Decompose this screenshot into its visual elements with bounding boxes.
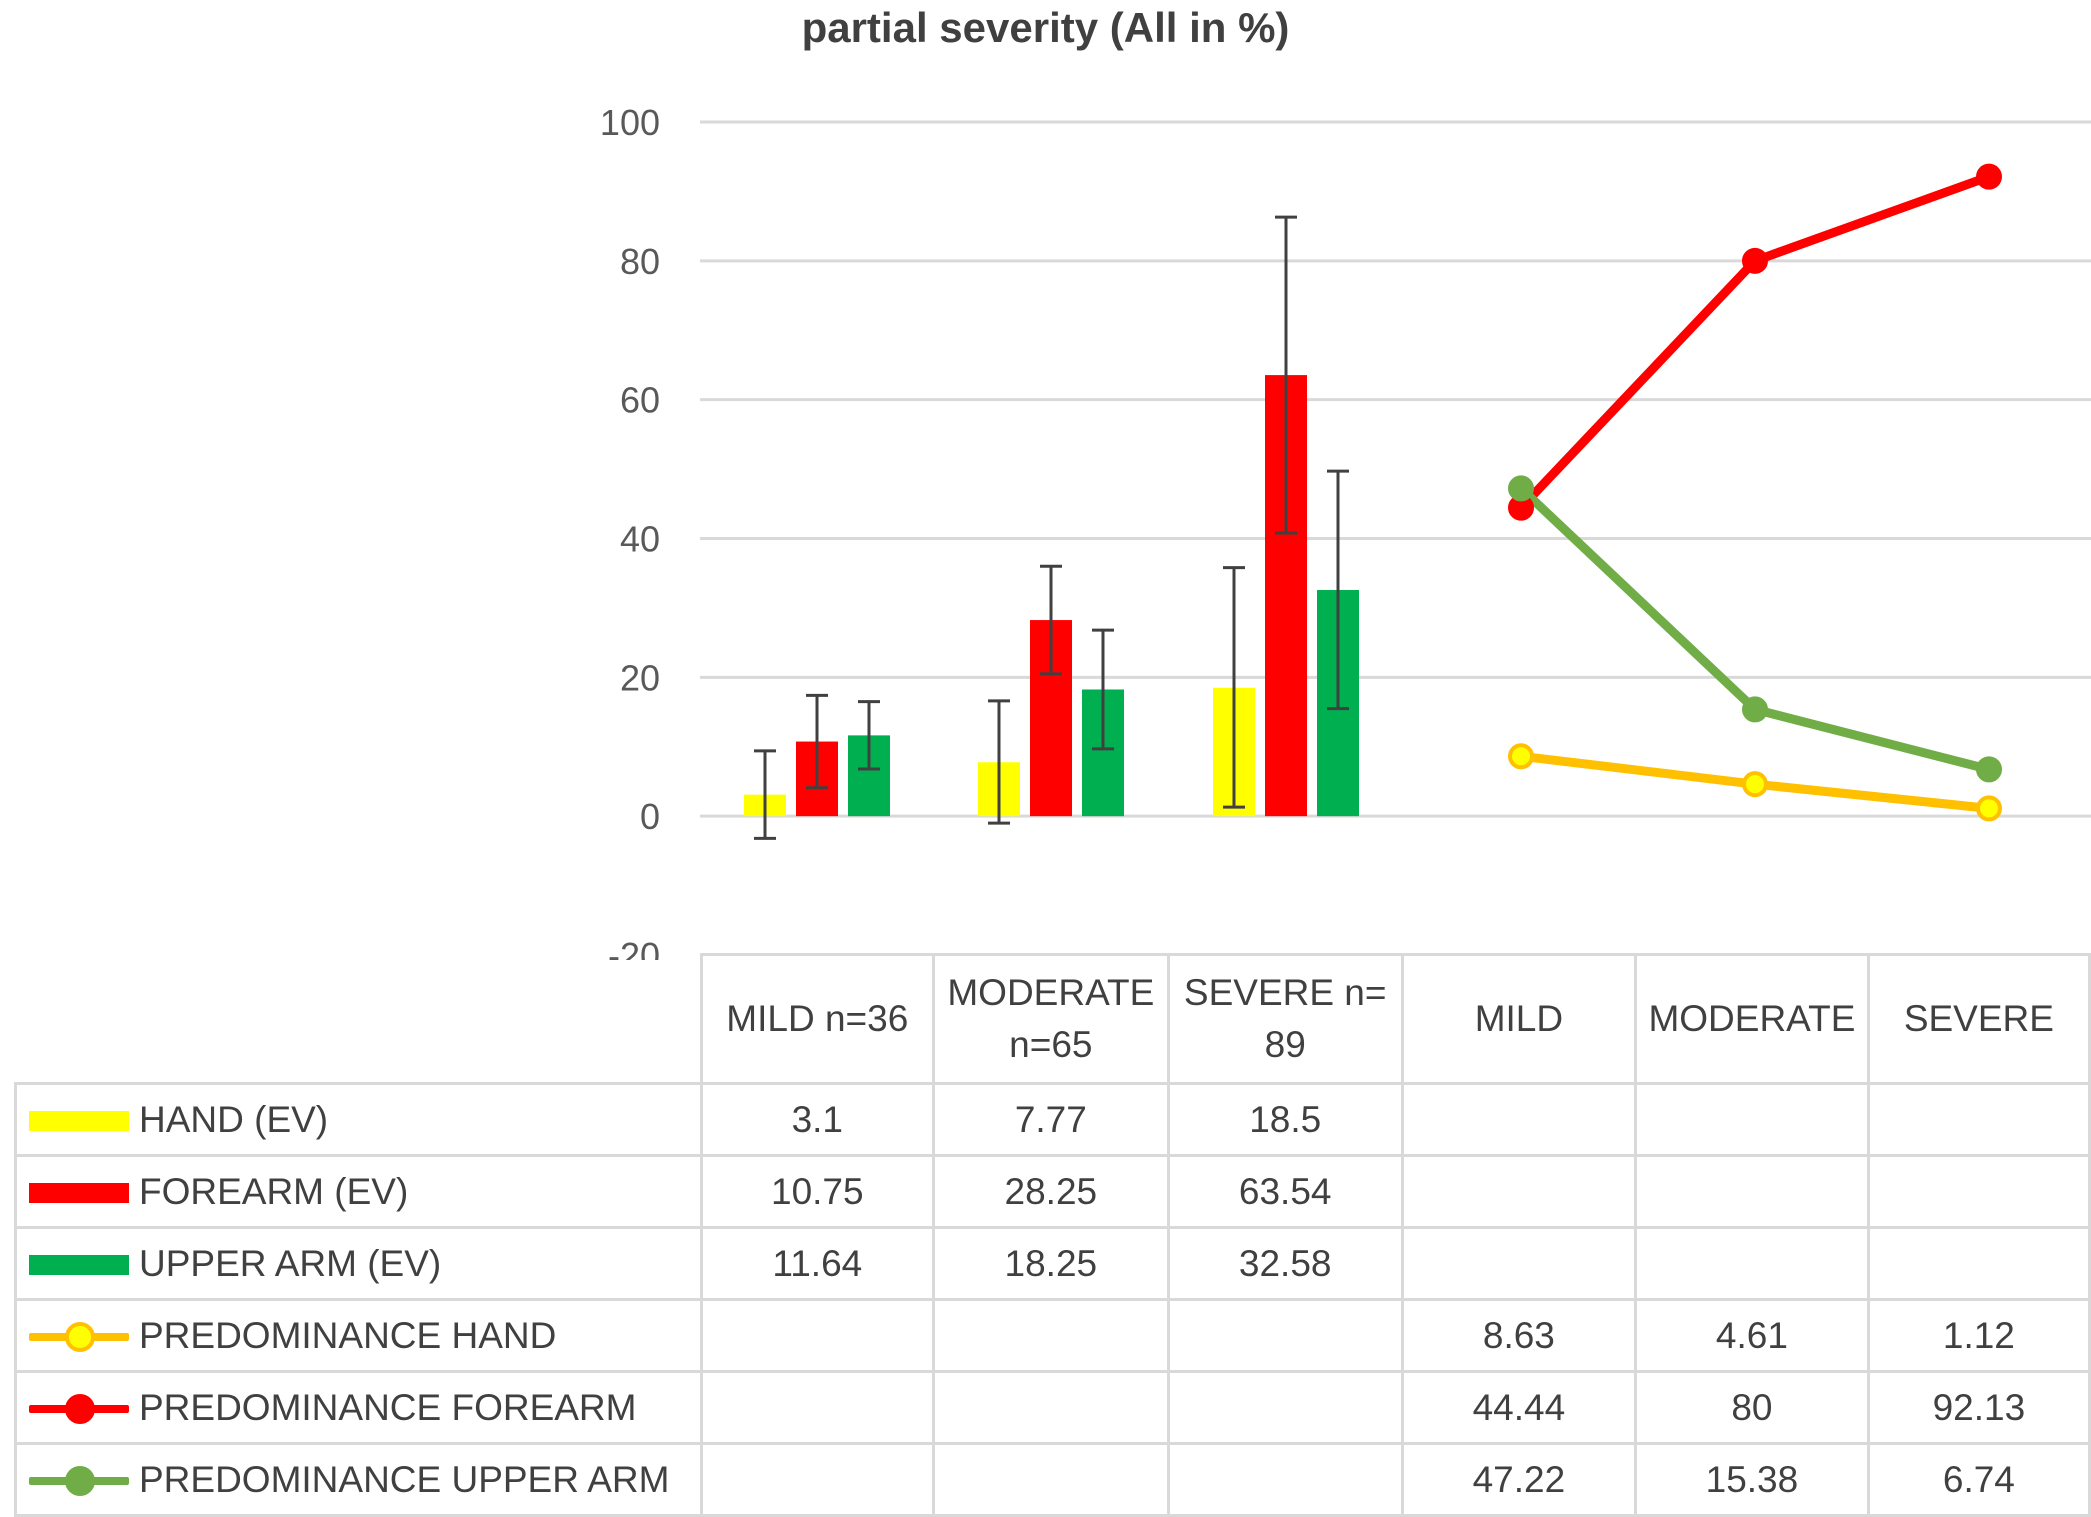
category-header: SEVERE — [1866, 953, 2091, 1085]
y-tick-label: 80 — [620, 241, 660, 282]
line-point — [1976, 163, 2002, 190]
value-cell — [1634, 1082, 1870, 1157]
line-point — [1742, 247, 1768, 274]
series-name: FOREARM (EV) — [139, 1171, 409, 1213]
value-cell — [699, 1442, 935, 1517]
value-cell: 15.38 — [1634, 1442, 1870, 1517]
bar-series — [744, 375, 1359, 817]
category-header: SEVERE n= 89 — [1166, 953, 1404, 1085]
value-cell: 92.13 — [1866, 1370, 2091, 1445]
category-header: MILD n=36 — [699, 953, 935, 1085]
legend-key-icon — [29, 1104, 129, 1138]
table-corner — [15, 954, 703, 1085]
value-cell: 1.12 — [1866, 1298, 2091, 1373]
line-series — [1508, 163, 2002, 822]
category-header: MILD — [1400, 953, 1638, 1085]
series-label-cell: PREDOMINANCE UPPER ARM — [14, 1442, 703, 1517]
value-cell — [931, 1442, 1170, 1517]
value-cell — [931, 1298, 1170, 1373]
error-bars — [754, 215, 1349, 840]
data-table: MILD n=36 MODERATE n=65 SEVERE n= 89 MILD MO… — [14, 953, 2091, 1517]
legend-key-icon — [29, 1392, 129, 1426]
table-row: FOREARM (EV) 10.75 28.25 63.54 — [14, 1154, 2091, 1229]
category-header: MODERATE — [1634, 953, 1870, 1085]
series-label-cell: PREDOMINANCE FOREARM — [14, 1370, 703, 1445]
y-tick-label: 20 — [620, 657, 660, 698]
table-row: HAND (EV) 3.1 7.77 18.5 — [14, 1082, 2091, 1157]
value-cell: 3.1 — [699, 1082, 935, 1157]
value-cell: 63.54 — [1166, 1154, 1404, 1229]
value-cell: 28.25 — [931, 1154, 1170, 1229]
series-name: PREDOMINANCE HAND — [139, 1315, 557, 1357]
value-cell: 18.5 — [1166, 1082, 1404, 1157]
line-point — [1742, 771, 1768, 798]
table-row: PREDOMINANCE UPPER ARM 47.22 15.38 6.74 — [14, 1442, 2091, 1517]
series-label-cell: UPPER ARM (EV) — [14, 1226, 703, 1301]
chart-title: partial severity (All in %) — [801, 4, 1290, 51]
series-name: PREDOMINANCE FOREARM — [139, 1387, 637, 1429]
value-cell — [699, 1298, 935, 1373]
line-point — [1508, 475, 1534, 502]
series-name: UPPER ARM (EV) — [139, 1243, 442, 1285]
legend-key-icon — [29, 1248, 129, 1282]
value-cell — [1866, 1154, 2091, 1229]
value-cell: 11.64 — [699, 1226, 935, 1301]
gridlines — [700, 120, 2091, 818]
value-cell — [1634, 1154, 1870, 1229]
value-cell — [1866, 1226, 2091, 1301]
legend-key-icon — [29, 1320, 129, 1354]
y-tick-label: 40 — [620, 519, 660, 560]
value-cell: 4.61 — [1634, 1298, 1870, 1373]
value-cell — [1400, 1082, 1638, 1157]
value-cell — [1866, 1082, 2091, 1157]
value-cell: 10.75 — [699, 1154, 935, 1229]
value-cell — [1166, 1370, 1404, 1445]
y-tick-label: 0 — [640, 796, 660, 837]
line-point — [1976, 756, 2002, 783]
value-cell: 47.22 — [1400, 1442, 1638, 1517]
legend-key-icon — [29, 1176, 129, 1210]
legend-key-icon — [29, 1464, 129, 1498]
table-row: PREDOMINANCE FOREARM 44.44 80 92.13 — [14, 1370, 2091, 1445]
series-label-cell: PREDOMINANCE HAND — [14, 1298, 703, 1373]
series-name: PREDOMINANCE UPPER ARM — [139, 1459, 670, 1501]
line-point — [1976, 795, 2002, 822]
y-tick-label: 60 — [620, 380, 660, 421]
value-cell: 6.74 — [1866, 1442, 2091, 1517]
value-cell: 32.58 — [1166, 1226, 1404, 1301]
value-cell — [699, 1370, 935, 1445]
value-cell — [1166, 1442, 1404, 1517]
value-cell — [1400, 1154, 1638, 1229]
value-cell — [931, 1370, 1170, 1445]
table-row: PREDOMINANCE HAND 8.63 4.61 1.12 — [14, 1298, 2091, 1373]
value-cell — [1634, 1226, 1870, 1301]
series-name: HAND (EV) — [139, 1099, 329, 1141]
value-cell: 44.44 — [1400, 1370, 1638, 1445]
table-header-row: MILD n=36 MODERATE n=65 SEVERE n= 89 MILD MO… — [15, 953, 2091, 1085]
table-row: UPPER ARM (EV) 11.64 18.25 32.58 — [14, 1226, 2091, 1301]
category-header: MODERATE n=65 — [931, 953, 1170, 1085]
line-point — [1742, 696, 1768, 723]
series-line — [1517, 485, 1991, 774]
series-line — [1517, 172, 1991, 511]
value-cell: 18.25 — [931, 1226, 1170, 1301]
series-label-cell: HAND (EV) — [14, 1082, 703, 1157]
value-cell — [1400, 1226, 1638, 1301]
value-cell: 8.63 — [1400, 1298, 1638, 1373]
value-cell — [1166, 1298, 1404, 1373]
y-tick-label: 100 — [600, 102, 660, 143]
line-point — [1508, 743, 1534, 770]
series-label-cell: FOREARM (EV) — [14, 1154, 703, 1229]
value-cell: 80 — [1634, 1370, 1870, 1445]
value-cell: 7.77 — [931, 1082, 1170, 1157]
